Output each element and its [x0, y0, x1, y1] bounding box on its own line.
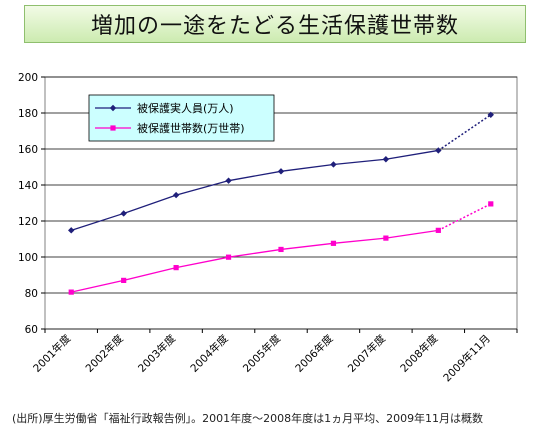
- source-note: (出所)厚生労働省「福祉行政報告例」。2001年度～2008年度は1ヵ月平均、2…: [12, 412, 484, 425]
- line-chart: 60 80 100 120 140 160 180 200 2001年度 2002年度 2003年度…: [18, 72, 518, 384]
- y-tick-label-180: 180: [18, 108, 38, 120]
- series-0-point-2: [172, 191, 180, 199]
- y-tick-label-80: 80: [25, 288, 38, 300]
- title-banner: 増加の一途をたどる生活保護世帯数: [24, 5, 526, 43]
- y-tick-label-140: 140: [18, 180, 38, 192]
- legend-label-0: 被保護実人員(万人): [137, 101, 234, 115]
- x-tick-label-7: 2008年度: [398, 332, 441, 375]
- series-0-line: [71, 149, 439, 231]
- series-1-point-6: [383, 235, 389, 241]
- y-tick-label-160: 160: [18, 144, 38, 156]
- x-tick-label-5: 2006年度: [293, 332, 336, 375]
- x-tick-label-6: 2007年度: [345, 332, 388, 375]
- x-tick-label-4: 2005年度: [240, 332, 283, 375]
- legend-box: [88, 94, 275, 142]
- series-0-point-8: [487, 111, 494, 118]
- series-0-point-6: [382, 156, 390, 163]
- series-0-point-7: [435, 147, 442, 154]
- series-0-point-1: [120, 210, 127, 217]
- series-0-point-0: [68, 227, 75, 234]
- series-1-point-0: [68, 289, 74, 295]
- y-tick-label-120: 120: [18, 216, 38, 228]
- series-1-point-1: [121, 277, 127, 283]
- y-tick-label-100: 100: [18, 252, 38, 264]
- series-0-point-5: [330, 161, 337, 168]
- series-0-dashed-segment: [437, 114, 492, 152]
- series-1-point-4: [278, 246, 284, 253]
- series-0-point-4: [277, 168, 285, 175]
- y-tick-label-200: 200: [18, 72, 38, 84]
- series-0-point-3: [225, 177, 232, 184]
- x-tick-label-2: 2003年度: [135, 332, 178, 375]
- series-1-point-2: [173, 265, 179, 271]
- series-1-point-3: [225, 254, 232, 260]
- chart-title: 増加の一途をたどる生活保護世帯数: [90, 14, 459, 39]
- x-tick-label-3: 2004年度: [188, 332, 231, 375]
- x-tick-label-1: 2002年度: [83, 332, 126, 375]
- series-1-dashed-segment: [437, 203, 492, 232]
- series-1-line: [71, 229, 439, 293]
- x-tick-label-0: 2001年度: [30, 332, 73, 375]
- y-tick-label-60: 60: [25, 324, 38, 336]
- series-1-point-5: [330, 240, 337, 246]
- series-1-point-7: [435, 227, 441, 233]
- legend-label-1: 被保護世帯数(万世帯): [137, 121, 245, 135]
- legend-marker-1: [110, 125, 116, 131]
- x-tick-label-8: 2009年11月: [441, 332, 493, 384]
- series-1-point-8: [488, 201, 494, 207]
- legend-marker-0: [109, 104, 117, 112]
